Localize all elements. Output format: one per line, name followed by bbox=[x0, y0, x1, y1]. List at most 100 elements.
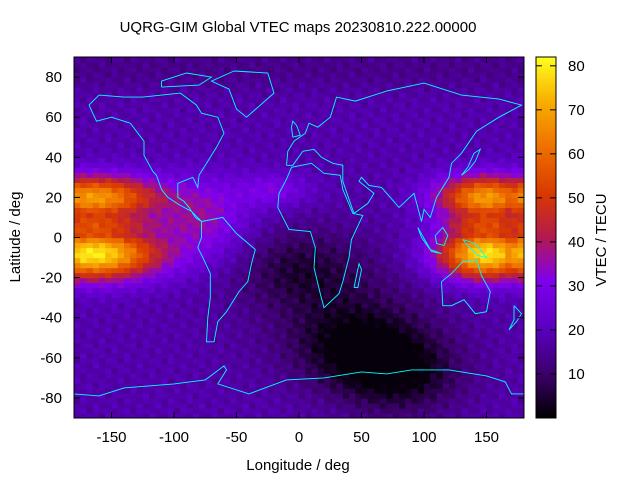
heat-cell bbox=[367, 147, 375, 153]
heat-cell bbox=[292, 212, 300, 219]
heat-cell bbox=[111, 242, 119, 249]
heat-cell bbox=[436, 372, 444, 379]
heat-cell bbox=[336, 207, 344, 214]
heat-cell bbox=[324, 172, 331, 178]
heat-cell bbox=[105, 232, 113, 239]
heat-cell bbox=[155, 362, 163, 369]
heat-cell bbox=[374, 122, 381, 128]
heat-cell bbox=[311, 67, 319, 73]
heat-cell bbox=[86, 382, 94, 389]
heat-cell bbox=[74, 267, 81, 274]
heat-cell bbox=[330, 272, 338, 279]
heat-cell bbox=[417, 287, 425, 294]
heat-cell bbox=[474, 282, 481, 289]
heat-cell bbox=[130, 277, 138, 284]
heat-cell bbox=[230, 217, 238, 224]
heat-cell bbox=[211, 322, 219, 329]
heat-cell bbox=[499, 297, 506, 304]
heat-cell bbox=[361, 332, 369, 339]
heat-cell bbox=[111, 322, 119, 329]
heat-cell bbox=[305, 347, 313, 354]
heat-cell bbox=[230, 72, 238, 78]
heat-cell bbox=[405, 307, 413, 314]
heat-cell bbox=[292, 172, 300, 178]
heat-cell bbox=[142, 132, 150, 138]
heat-cell bbox=[217, 302, 225, 309]
heat-cell bbox=[286, 207, 294, 214]
heat-cell bbox=[111, 57, 119, 63]
heat-cell bbox=[317, 77, 325, 83]
heat-cell bbox=[280, 412, 288, 418]
heat-cell bbox=[461, 97, 469, 103]
heat-cell bbox=[224, 232, 231, 239]
heat-cell bbox=[411, 72, 419, 78]
heat-cell bbox=[280, 97, 288, 103]
heat-cell bbox=[130, 172, 138, 178]
heat-cell bbox=[436, 367, 444, 374]
heat-cell bbox=[286, 327, 294, 334]
heat-cell bbox=[492, 232, 500, 239]
heat-cell bbox=[480, 322, 488, 329]
heat-cell bbox=[349, 392, 356, 399]
heat-cell bbox=[224, 202, 231, 209]
heat-cell bbox=[449, 372, 456, 379]
heat-cell bbox=[255, 307, 263, 314]
heat-cell bbox=[186, 382, 194, 389]
heat-cell bbox=[249, 312, 256, 319]
heat-cell bbox=[92, 277, 100, 284]
heat-cell bbox=[74, 387, 81, 394]
heat-cell bbox=[80, 132, 88, 138]
heat-cell bbox=[486, 177, 494, 183]
heat-cell bbox=[236, 67, 244, 73]
heat-cell bbox=[361, 247, 369, 254]
heat-cell bbox=[92, 207, 100, 214]
heat-cell bbox=[286, 287, 294, 294]
heat-cell bbox=[324, 192, 331, 198]
heat-cell bbox=[199, 77, 206, 83]
heat-cell bbox=[99, 122, 106, 128]
heat-cell bbox=[124, 357, 131, 364]
heat-cell bbox=[174, 407, 181, 414]
heat-cell bbox=[486, 297, 494, 304]
heat-cell bbox=[167, 372, 175, 379]
heat-cell bbox=[192, 367, 200, 374]
heat-cell bbox=[80, 112, 88, 118]
heat-cell bbox=[480, 367, 488, 374]
heat-cell bbox=[255, 167, 263, 173]
heat-cell bbox=[342, 172, 350, 178]
heat-cell bbox=[192, 242, 200, 249]
heat-cell bbox=[430, 387, 438, 394]
heat-cell bbox=[155, 322, 163, 329]
heat-cell bbox=[117, 262, 125, 269]
heat-cell bbox=[374, 187, 381, 193]
heat-cell bbox=[280, 172, 288, 178]
heat-cell bbox=[386, 397, 394, 404]
heat-cell bbox=[236, 77, 244, 83]
heat-cell bbox=[117, 202, 125, 209]
heat-cell bbox=[392, 137, 400, 143]
heat-cell bbox=[211, 327, 219, 334]
heat-cell bbox=[86, 57, 94, 63]
heat-cell bbox=[455, 302, 463, 309]
heat-cell bbox=[330, 162, 338, 168]
heat-cell bbox=[280, 127, 288, 133]
heat-cell bbox=[442, 117, 450, 123]
heat-cell bbox=[117, 237, 125, 244]
heat-cell bbox=[317, 107, 325, 113]
heat-cell bbox=[174, 332, 181, 339]
heat-cell bbox=[499, 352, 506, 359]
heat-cell bbox=[399, 297, 406, 304]
heat-cell bbox=[136, 92, 144, 98]
heat-cell bbox=[180, 232, 188, 239]
heat-cell bbox=[261, 122, 269, 128]
heat-cell bbox=[230, 252, 238, 259]
heat-cell bbox=[492, 282, 500, 289]
heat-cell bbox=[136, 252, 144, 259]
heat-cell bbox=[267, 172, 275, 178]
heat-cell bbox=[311, 207, 319, 214]
heat-cell bbox=[436, 287, 444, 294]
heat-cell bbox=[424, 247, 431, 254]
heat-cell bbox=[92, 217, 100, 224]
heat-cell bbox=[367, 307, 375, 314]
heat-cell bbox=[186, 202, 194, 209]
